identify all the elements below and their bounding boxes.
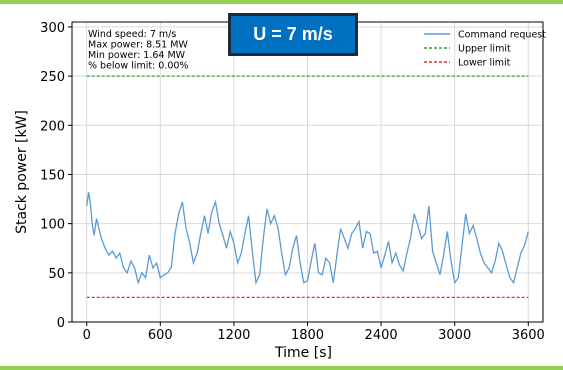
y-tick-label: 100 [40, 218, 65, 233]
stats-line: % below limit: 0.00% [88, 61, 188, 72]
y-tick-label: 0 [57, 316, 65, 331]
x-tick-label: 1800 [291, 328, 324, 343]
y-tick-label: 250 [40, 70, 65, 85]
y-tick-label: 50 [48, 267, 65, 282]
top-accent-bar [0, 0, 563, 4]
y-axis-label: Stack power [kW] [14, 110, 30, 234]
x-tick-label: 0 [83, 328, 91, 343]
x-tick-label: 1200 [217, 328, 250, 343]
y-tick-label: 200 [40, 119, 65, 134]
wind-speed-badge: U = 7 m/s [228, 13, 358, 56]
stats-line: Wind speed: 7 m/s [88, 29, 176, 40]
legend-label: Command request [458, 30, 546, 41]
stats-line: Max power: 8.51 MW [88, 40, 188, 51]
bottom-accent-bar [0, 366, 563, 370]
x-axis-label: Time [s] [274, 345, 332, 361]
x-tick-label: 3600 [512, 328, 545, 343]
stats-line: Min power: 1.64 MW [88, 50, 186, 61]
x-tick-label: 3000 [438, 328, 471, 343]
y-tick-label: 300 [40, 21, 65, 36]
series-line-command-request [86, 192, 529, 286]
y-tick-label: 150 [40, 168, 65, 183]
x-tick-label: 2400 [365, 328, 398, 343]
legend-label: Lower limit [458, 58, 511, 69]
legend-label: Upper limit [458, 44, 511, 55]
x-tick-label: 600 [148, 328, 173, 343]
